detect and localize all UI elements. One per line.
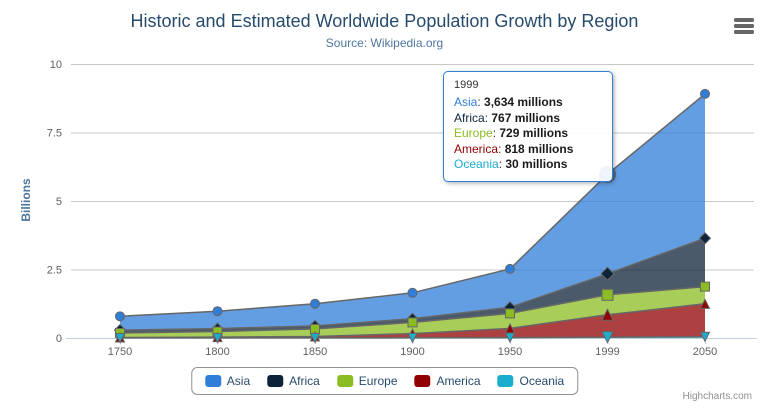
x-axis-tick-label-1999: 1999 — [595, 346, 619, 358]
x-axis-tick-label-1900: 1900 — [400, 346, 424, 358]
tooltip-series-name: Africa — [454, 110, 485, 125]
chart-subtitle: Source: Wikipedia.org — [325, 36, 444, 50]
marker-america-2050[interactable] — [699, 298, 711, 309]
marker-africa-2050[interactable] — [698, 232, 712, 245]
legend-label: Oceania — [519, 374, 565, 388]
x-axis-tick-label-2050: 2050 — [693, 346, 717, 358]
series-area-africa[interactable] — [120, 238, 705, 333]
legend-label: Europe — [358, 374, 398, 388]
tooltip-series-name: America — [454, 141, 499, 156]
marker-oceania-1950[interactable] — [504, 332, 516, 344]
y-axis-tick-label: 5 — [56, 196, 62, 208]
y-axis-tick-label: 0 — [56, 333, 62, 345]
legend-symbol-europe — [336, 375, 353, 387]
x-axis-tick-label-1850: 1850 — [303, 346, 327, 358]
legend-label: Asia — [226, 374, 251, 388]
legend-label: America — [436, 374, 481, 388]
legend: Asia Africa Europe America Oceania — [190, 367, 579, 395]
tooltip-series-value: 30 millions — [505, 157, 568, 171]
marker-asia-1800[interactable] — [212, 306, 223, 317]
marker-africa-1999[interactable] — [600, 266, 615, 281]
tooltip-series-name: Asia — [454, 95, 478, 109]
series-area-america[interactable] — [120, 303, 705, 338]
x-axis-tick-label-1750: 1750 — [108, 346, 132, 358]
tooltip: 1999 Asia: 3,634 millions Africa: 767 mil… — [443, 71, 613, 182]
marker-oceania-1750[interactable] — [114, 332, 126, 344]
marker-oceania-1999[interactable] — [601, 331, 614, 344]
legend-item-asia[interactable]: Asia — [204, 374, 251, 388]
marker-europe-1950[interactable] — [505, 308, 515, 319]
legend-symbol-asia — [204, 375, 221, 387]
marker-asia-1850[interactable] — [310, 298, 320, 309]
marker-america-1999[interactable] — [601, 308, 614, 321]
marker-asia-1900[interactable] — [407, 287, 418, 298]
tooltip-row-oceania: Oceania: 30 millions — [454, 157, 568, 171]
tooltip-rows: Asia: 3,634 millions Africa: 767 millions… — [454, 95, 602, 173]
tooltip-row-america: America: 818 millions — [454, 141, 574, 156]
marker-oceania-1850[interactable] — [309, 332, 321, 344]
tooltip-series-value: 818 millions — [504, 141, 574, 156]
highcharts-credits[interactable]: Highcharts.com — [682, 391, 752, 402]
chart-title: Historic and Estimated Worldwide Populat… — [130, 11, 639, 31]
hamburger-bar — [734, 18, 754, 22]
marker-europe-1900[interactable] — [407, 317, 418, 328]
tooltip-row-europe: Europe: 729 millions — [454, 126, 569, 140]
y-axis-tick-label: 10 — [50, 59, 62, 71]
x-axis-tick-label-1950: 1950 — [498, 346, 522, 358]
hamburger-menu-icon[interactable] — [732, 15, 756, 37]
series-oceania[interactable] — [114, 331, 711, 344]
x-axis-tick-label-1800: 1800 — [205, 346, 229, 358]
marker-oceania-1800[interactable] — [212, 332, 223, 344]
tooltip-series-name: Oceania — [454, 157, 499, 171]
hamburger-bar — [734, 24, 754, 28]
tooltip-series-value: 729 millions — [499, 126, 569, 140]
legend-item-europe[interactable]: Europe — [336, 374, 398, 388]
marker-asia-1950[interactable] — [505, 263, 515, 274]
tooltip-row-asia: Asia: 3,634 millions — [454, 95, 563, 109]
legend-label: Africa — [289, 374, 320, 388]
marker-asia-2050[interactable] — [700, 88, 710, 99]
tooltip-series-value: 3,634 millions — [484, 95, 563, 109]
tooltip-series-value: 767 millions — [491, 110, 561, 125]
marker-oceania-2050[interactable] — [699, 331, 711, 343]
marker-asia-1750[interactable] — [115, 311, 125, 322]
tooltip-header: 1999 — [454, 79, 479, 91]
y-axis-title: Billions — [19, 178, 33, 222]
series-area-asia[interactable] — [120, 93, 705, 331]
legend-item-africa[interactable]: Africa — [267, 374, 320, 388]
marker-europe-2050[interactable] — [700, 281, 710, 292]
hamburger-bar — [734, 30, 754, 34]
legend-item-oceania[interactable]: Oceania — [497, 374, 565, 388]
y-axis-tick-label: 2.5 — [47, 265, 62, 277]
marker-oceania-1900[interactable] — [407, 332, 418, 344]
legend-item-america[interactable]: America — [414, 374, 481, 388]
legend-symbol-africa — [267, 375, 284, 387]
tooltip-series-name: Europe — [454, 126, 493, 140]
legend-symbol-oceania — [497, 375, 514, 387]
marker-europe-1999[interactable] — [601, 288, 614, 301]
legend-symbol-america — [414, 375, 431, 387]
y-axis-tick-label: 7.5 — [47, 128, 62, 140]
tooltip-row-africa: Africa: 767 millions — [454, 110, 561, 125]
